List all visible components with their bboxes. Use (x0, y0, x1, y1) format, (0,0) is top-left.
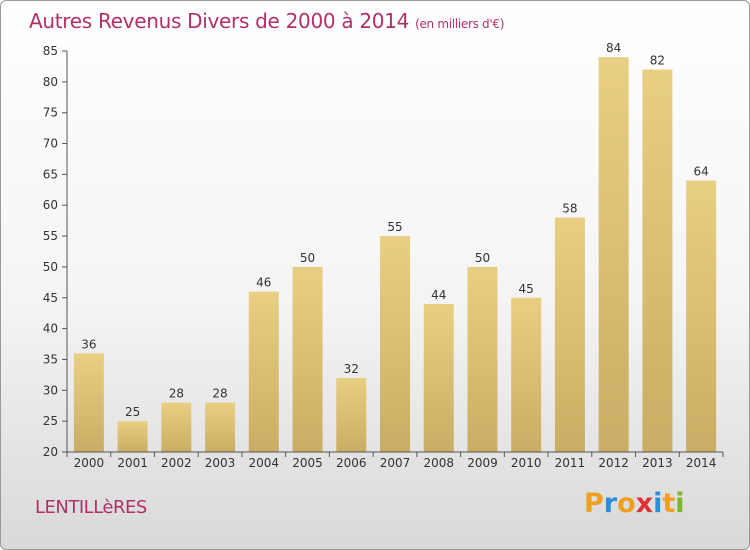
bar (73, 353, 104, 452)
logo-letter: i (675, 488, 685, 519)
x-axis: 2000 2001 2002 2003 2004 2005 2006 2007 2008 2009… (66, 451, 724, 470)
y-tick-label: 25 (43, 414, 58, 428)
bar (292, 266, 323, 452)
bar (161, 402, 192, 452)
y-tick-label: 60 (43, 198, 58, 212)
x-tick-label: 2002 (161, 456, 192, 470)
y-axis: 20 25 30 35 40 45 50 55 60 65 70 75 80 85 (43, 44, 68, 459)
x-tick-label: 2010 (511, 456, 542, 470)
data-label: 32 (344, 362, 359, 376)
x-tick-label: 2011 (555, 456, 586, 470)
bar (511, 297, 542, 452)
logo-letter: x (635, 488, 654, 519)
chart-subtitle: (en milliers d'€) (415, 17, 505, 31)
data-label: 82 (650, 54, 665, 68)
x-tick-label: 2006 (336, 456, 367, 470)
bar (336, 377, 367, 452)
logo-letter: P (584, 488, 604, 519)
chart-title-block: Autres Revenus Divers de 2000 à 2014 (en … (29, 9, 504, 33)
data-label: 84 (606, 41, 621, 55)
data-label: 55 (387, 220, 402, 234)
x-tick-label: 2004 (249, 456, 280, 470)
data-label: 25 (125, 405, 140, 419)
bar (467, 266, 498, 452)
data-label: 46 (256, 276, 271, 290)
y-tick-label: 70 (43, 137, 58, 151)
chart-title: Autres Revenus Divers de 2000 à 2014 (29, 9, 410, 33)
bar (554, 217, 585, 452)
x-tick-label: 2001 (117, 456, 148, 470)
logo-letter: o (617, 488, 636, 519)
data-label: 50 (300, 251, 315, 265)
data-label: 58 (562, 202, 577, 216)
data-label: 64 (693, 165, 708, 179)
y-tick-label: 80 (43, 75, 58, 89)
x-tick-label: 2009 (467, 456, 498, 470)
y-tick-label: 40 (43, 322, 58, 336)
bar (642, 69, 673, 452)
data-label: 45 (519, 282, 534, 296)
x-tick-label: 2008 (423, 456, 454, 470)
y-tick-label: 85 (43, 44, 58, 58)
location-name: LENTILLèRES (35, 497, 147, 518)
logo-letter: i (653, 488, 663, 519)
data-label: 44 (431, 288, 446, 302)
bar (205, 402, 236, 452)
y-tick-label: 30 (43, 383, 58, 397)
x-tick-label: 2007 (380, 456, 411, 470)
bars: 36 25 28 28 46 50 32 55 44 50 45 58 84 82 64 (73, 41, 717, 453)
data-label: 50 (475, 251, 490, 265)
x-tick-label: 2012 (598, 456, 629, 470)
y-tick-label: 50 (43, 260, 58, 274)
x-tick-label: 2013 (642, 456, 673, 470)
proxiti-logo: Proxiti (584, 488, 685, 519)
y-tick-label: 35 (43, 352, 58, 366)
y-tick-label: 55 (43, 229, 58, 243)
x-tick-label: 2000 (74, 456, 105, 470)
logo-letter: t (662, 488, 676, 519)
bar (686, 180, 717, 453)
data-label: 28 (169, 387, 184, 401)
bar (248, 291, 279, 452)
y-tick-label: 20 (43, 445, 58, 459)
bar (117, 421, 148, 452)
y-tick-label: 45 (43, 291, 58, 305)
bar (380, 236, 410, 452)
data-label: 36 (81, 337, 96, 351)
bar (598, 57, 629, 453)
logo-letter: r (603, 488, 618, 519)
y-tick-label: 65 (43, 167, 58, 181)
x-tick-label: 2003 (205, 456, 236, 470)
y-tick-label: 75 (43, 106, 58, 120)
x-tick-label: 2014 (686, 456, 717, 470)
x-tick-label: 2005 (292, 456, 323, 470)
bar (423, 303, 454, 452)
data-label: 28 (212, 387, 227, 401)
